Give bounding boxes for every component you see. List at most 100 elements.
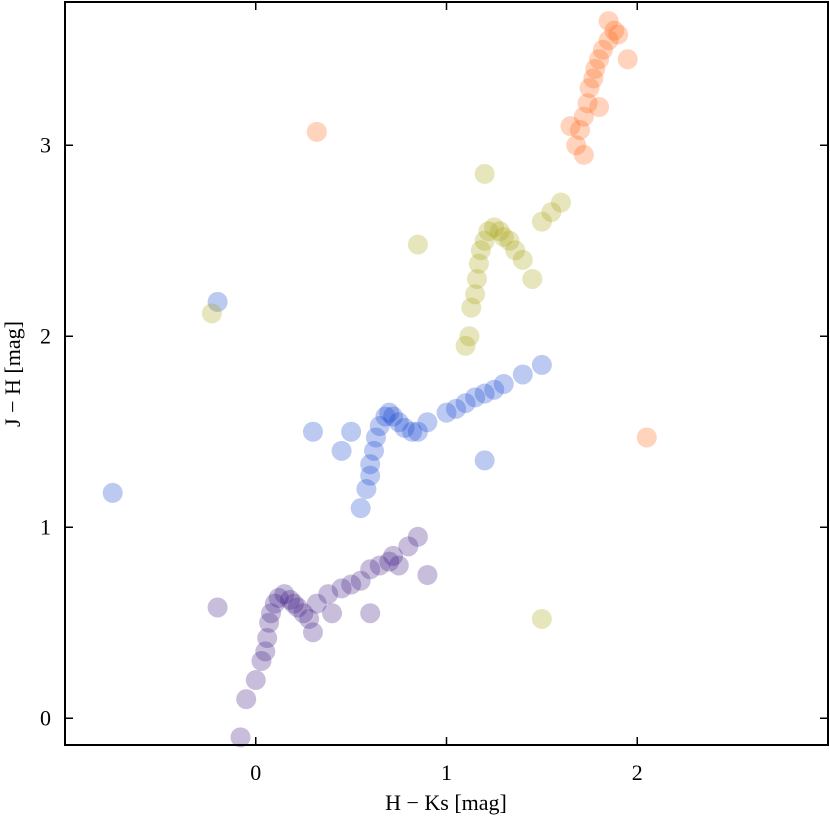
point: [489, 221, 510, 242]
point: [375, 406, 396, 427]
point: [293, 603, 314, 624]
point: [407, 421, 428, 442]
point: [531, 608, 552, 629]
point: [467, 268, 488, 289]
point: [360, 559, 381, 580]
point: [302, 421, 323, 442]
point: [583, 68, 604, 89]
point: [577, 93, 598, 114]
point: [470, 240, 491, 261]
point: [379, 402, 400, 423]
point: [455, 393, 476, 414]
point: [461, 297, 482, 318]
point: [617, 49, 638, 70]
point: [364, 440, 385, 461]
x-tick-label: 2: [632, 760, 643, 785]
point: [474, 230, 495, 251]
point: [264, 593, 285, 614]
point: [505, 240, 526, 261]
point: [365, 427, 386, 448]
point: [493, 374, 514, 395]
point: [388, 555, 409, 576]
point: [236, 689, 257, 710]
point: [402, 421, 423, 442]
point: [407, 526, 428, 547]
point: [573, 106, 594, 127]
point: [255, 641, 276, 662]
point: [446, 398, 467, 419]
point: [331, 440, 352, 461]
point: [251, 650, 272, 671]
point: [207, 291, 228, 312]
point: [259, 612, 280, 633]
point: [560, 116, 581, 137]
point: [570, 119, 591, 140]
point: [322, 603, 343, 624]
point: [369, 555, 390, 576]
point: [341, 574, 362, 595]
point: [436, 402, 457, 423]
point: [360, 603, 381, 624]
point: [261, 603, 282, 624]
point: [531, 211, 552, 232]
point: [636, 427, 657, 448]
x-tick-label: 1: [441, 760, 452, 785]
point: [383, 545, 404, 566]
point: [484, 217, 505, 238]
point: [550, 192, 571, 213]
point: [302, 622, 323, 643]
point: [589, 97, 610, 118]
point: [493, 226, 514, 247]
point: [274, 584, 295, 605]
point: [589, 49, 610, 70]
point: [417, 412, 438, 433]
point: [465, 387, 486, 408]
point: [268, 587, 289, 608]
point: [585, 58, 606, 79]
point: [531, 354, 552, 375]
plot-frame: [64, 1, 829, 746]
point: [474, 163, 495, 184]
point: [604, 20, 625, 41]
point: [512, 249, 533, 270]
point: [484, 379, 505, 400]
point: [522, 268, 543, 289]
point: [369, 416, 390, 437]
point: [379, 551, 400, 572]
point: [598, 30, 619, 51]
point: [592, 39, 613, 60]
point: [306, 593, 327, 614]
point: [407, 234, 428, 255]
point: [474, 450, 495, 471]
y-tick-label: 0: [40, 705, 51, 730]
y-tick-label: 2: [40, 323, 51, 348]
point: [280, 589, 301, 610]
x-tick-label: 0: [250, 760, 261, 785]
x-axis-label: H − Ks [mag]: [385, 790, 507, 815]
point: [283, 593, 304, 614]
point: [608, 24, 629, 45]
point: [478, 221, 499, 242]
point: [474, 383, 495, 404]
point: [512, 364, 533, 385]
y-tick-label: 3: [40, 132, 51, 157]
point: [331, 578, 352, 599]
point: [102, 482, 123, 503]
point: [465, 284, 486, 305]
point: [455, 335, 476, 356]
point: [287, 597, 308, 618]
point: [207, 597, 228, 618]
point: [201, 303, 222, 324]
point: [257, 628, 278, 649]
point: [318, 584, 339, 605]
y-axis-label: J − H [mag]: [0, 321, 25, 427]
point: [383, 406, 404, 427]
point: [350, 570, 371, 591]
point: [598, 11, 619, 32]
point: [356, 479, 377, 500]
point: [459, 326, 480, 347]
point: [388, 412, 409, 433]
point: [350, 498, 371, 519]
